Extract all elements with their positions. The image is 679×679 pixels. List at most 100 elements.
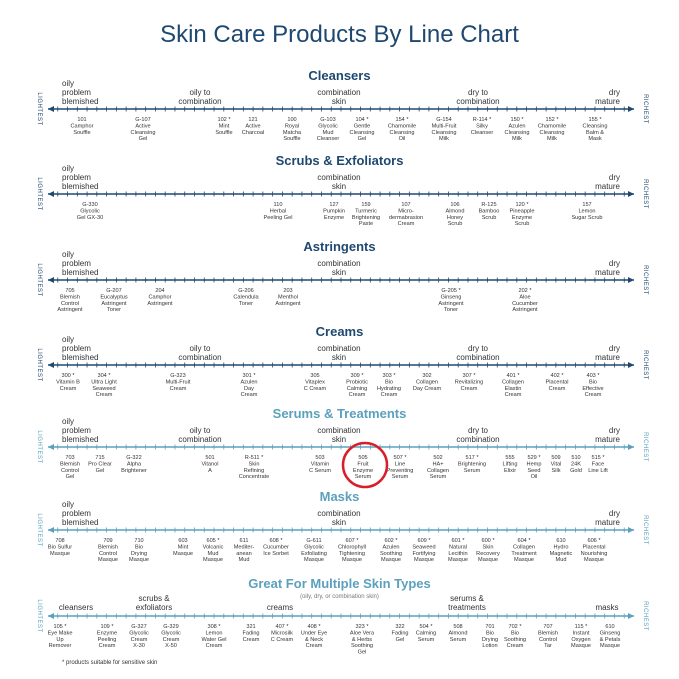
section-title-4: Serums & Treatments bbox=[273, 406, 407, 421]
product-label-4-0: 703 Blemish Control Gel bbox=[60, 455, 80, 480]
product-label-0-2: 102 * Mint Souffle bbox=[215, 117, 232, 136]
axis-label-lightest-5: LIGHTEST bbox=[36, 513, 42, 546]
axis-label-lightest-3: LIGHTEST bbox=[36, 348, 42, 381]
section-title-0: Cleansers bbox=[308, 68, 370, 83]
section-title-5: Masks bbox=[320, 489, 360, 504]
axis-label-lightest-multi: LIGHTEST bbox=[36, 599, 42, 632]
product-label-2-2: 204 Camphor Astringent bbox=[147, 288, 173, 307]
product-label-4-1: 715 Pro Clear Gel bbox=[88, 455, 112, 474]
scale-label-oily-3: oily problem blemished bbox=[62, 335, 98, 362]
axis-arrow-right-0 bbox=[628, 106, 634, 112]
product-label-0-10: 150 * Azulen Cleansing Milk bbox=[505, 117, 530, 142]
product-label-4-5: 503 Vitamin C Serum bbox=[309, 455, 331, 474]
scale-label-oily-4: oily problem blemished bbox=[62, 417, 98, 444]
product-label-5-1: 709 Blemish Control Masque bbox=[98, 538, 118, 563]
product-label-2-1: G-207 Eucalyptus Astringent Toner bbox=[100, 288, 128, 313]
section-title-3: Creams bbox=[316, 324, 364, 339]
product-label-1-6: R-125 Bamboo Scrub bbox=[479, 202, 500, 221]
product-label-3-4: 305 Vitaplex C Cream bbox=[304, 373, 327, 392]
product-label-2-4: 203 Menthol Astringent bbox=[275, 288, 301, 307]
product-label-3-3: 301 * Azulen Day Cream bbox=[240, 373, 257, 398]
axis-arrow-left-3 bbox=[48, 362, 54, 368]
axis-arrow-left-multi bbox=[48, 613, 54, 619]
product-label-5-6: 608 * Cucumber Ice Sorbet bbox=[263, 538, 289, 557]
axis-arrow-right-4 bbox=[628, 444, 634, 450]
product-label-0-0: 101 Camphor Souffle bbox=[70, 117, 93, 136]
scale-label-oily_combo-0: oily to combination bbox=[178, 88, 221, 106]
scale-label-dry-3: dry mature bbox=[595, 344, 620, 362]
multi-product-label-1: 109 * Enzyme Peeling Cream bbox=[97, 624, 117, 649]
scale-label-oily_combo-3: oily to combination bbox=[178, 344, 221, 362]
multi-product-label-15: 115 * Instant Oxygen Masque bbox=[571, 624, 591, 649]
scale-label-oily-5: oily problem blemished bbox=[62, 500, 98, 527]
product-label-4-13: 510 24K Gold bbox=[570, 455, 582, 474]
product-label-5-3: 603 Mint Masque bbox=[173, 538, 193, 557]
multi-product-label-3: G-329 Glycolic Cream X-50 bbox=[161, 624, 181, 649]
product-label-5-11: 601 * Natural Lecithin Masque bbox=[448, 538, 468, 563]
section-title-2: Astringents bbox=[303, 239, 375, 254]
product-label-3-1: 304 * Ultra Light Seaweed Cream bbox=[91, 373, 117, 398]
product-label-4-9: 517 * Brightening Serum bbox=[458, 455, 486, 474]
product-label-5-15: 606 * Placental Nourishing Masque bbox=[581, 538, 608, 563]
axis-label-richest-multi: RICHEST bbox=[642, 601, 648, 631]
multi-product-label-7: 408 * Under Eye & Neck Cream bbox=[301, 624, 327, 649]
product-label-4-7: 507 * Line Preventing Serum bbox=[387, 455, 414, 480]
product-label-3-10: 402 * Placental Cream bbox=[545, 373, 568, 392]
scale-label-combo-0: combination skin bbox=[317, 88, 360, 106]
product-label-5-7: G-611 Glycolic Exfoliating Masque bbox=[301, 538, 327, 563]
axis-label-richest-5: RICHEST bbox=[642, 515, 648, 545]
product-label-1-7: 120 * Pineapple Enzyme Scrub bbox=[510, 202, 535, 227]
product-label-2-5: G-205 * Ginseng Astringent Toner bbox=[438, 288, 464, 313]
product-label-1-4: 107 Micro-dermabrasion Cream bbox=[389, 202, 423, 227]
axis-label-richest-3: RICHEST bbox=[642, 350, 648, 380]
section-title-1: Scrubs & Exfoliators bbox=[276, 153, 404, 168]
multi-product-label-5: 321 Fading Cream bbox=[242, 624, 259, 643]
axis-arrow-right-2 bbox=[628, 277, 634, 283]
product-label-4-14: 515 * Face Line Lift bbox=[588, 455, 608, 474]
product-label-0-11: 152 * Chamomile Cleansing Milk bbox=[538, 117, 566, 142]
axis-label-lightest-0: LIGHTEST bbox=[36, 92, 42, 125]
axis-arrow-left-4 bbox=[48, 444, 54, 450]
axis-label-richest-1: RICHEST bbox=[642, 179, 648, 209]
multi-category-1: scrubs & exfoliators bbox=[136, 594, 172, 612]
scale-label-dry-0: dry mature bbox=[595, 88, 620, 106]
multi-category-3: serums & treatments bbox=[448, 594, 486, 612]
product-label-0-12: 155 * Cleansing Balm & Mask bbox=[583, 117, 608, 142]
multi-product-label-6: 407 * Microsilk C Cream bbox=[271, 624, 294, 643]
scale-label-combo-5: combination skin bbox=[317, 509, 360, 527]
scale-label-oily-0: oily problem blemished bbox=[62, 79, 98, 106]
product-label-4-2: G-322 Alpha Brightener bbox=[121, 455, 147, 474]
scale-label-dry_combo-0: dry to combination bbox=[456, 88, 499, 106]
product-label-0-3: 121 Active Charcoal bbox=[242, 117, 264, 136]
multi-product-label-11: 508 Almond Serum bbox=[449, 624, 468, 643]
product-label-2-0: 705 Blemish Control Astringent bbox=[57, 288, 83, 313]
product-label-1-3: 159 Turmeric Brightening Paste bbox=[352, 202, 380, 227]
scale-label-combo-4: combination skin bbox=[317, 426, 360, 444]
scale-label-combo-2: combination skin bbox=[317, 259, 360, 277]
scale-label-dry_combo-4: dry to combination bbox=[456, 426, 499, 444]
scale-label-combo-1: combination skin bbox=[317, 173, 360, 191]
scale-label-dry-1: dry mature bbox=[595, 173, 620, 191]
product-label-3-8: 307 * Revitalizing Cream bbox=[455, 373, 484, 392]
multi-category-2: creams bbox=[267, 603, 293, 612]
multi-product-label-12: 701 Bio Drying Lotion bbox=[482, 624, 498, 649]
product-label-4-8: 502 HA+ Collagen Serum bbox=[427, 455, 449, 480]
scale-label-dry-2: dry mature bbox=[595, 259, 620, 277]
axis-label-lightest-1: LIGHTEST bbox=[36, 177, 42, 210]
product-label-4-4: R-511 * Skin Refining Concentrate bbox=[239, 455, 269, 480]
product-label-5-2: 710 Bio Drying Masque bbox=[129, 538, 149, 563]
scale-label-dry-5: dry mature bbox=[595, 509, 620, 527]
product-label-1-5: 106 Almond Honey Scrub bbox=[446, 202, 465, 227]
product-label-0-9: R-114 * Silky Cleanser bbox=[471, 117, 494, 136]
product-label-5-14: 610 Hydro Magnetic Mud bbox=[550, 538, 573, 563]
axis-arrow-right-3 bbox=[628, 362, 634, 368]
multi-product-label-14: 707 Blemish Control Tar bbox=[538, 624, 558, 649]
product-label-3-9: 401 * Collagen Elastin Cream bbox=[502, 373, 524, 398]
product-label-0-4: 100 Royal Matcha Souffle bbox=[283, 117, 302, 142]
multi-category-4: masks bbox=[595, 603, 618, 612]
axis-arrow-right-multi bbox=[628, 613, 634, 619]
scale-label-oily-2: oily problem blemished bbox=[62, 250, 98, 277]
axis-arrow-left-5 bbox=[48, 527, 54, 533]
axis-label-lightest-2: LIGHTEST bbox=[36, 263, 42, 296]
